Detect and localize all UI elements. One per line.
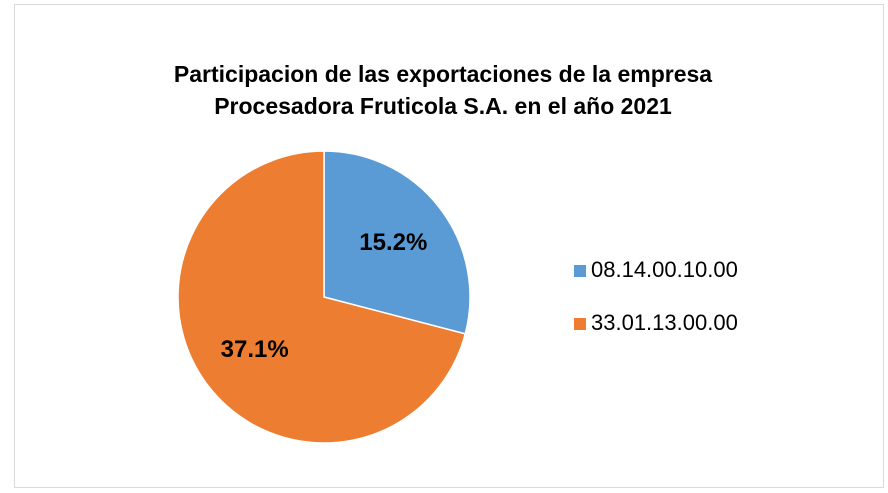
- pie-slice: [177, 150, 467, 444]
- chart-title: Procesadora Fruticola S.A. en el año 202…: [214, 93, 672, 119]
- legend-label: 33.01.13.00.00: [591, 310, 738, 335]
- legend-swatch: [574, 318, 586, 330]
- data-label: 15.2%: [359, 229, 427, 256]
- pie-slice: [323, 150, 471, 335]
- legend-label: 08.14.00.10.00: [591, 257, 738, 282]
- legend-swatch: [574, 265, 586, 277]
- chart-title: Participacion de las exportaciones de la…: [174, 61, 712, 87]
- data-label: 37.1%: [221, 336, 289, 363]
